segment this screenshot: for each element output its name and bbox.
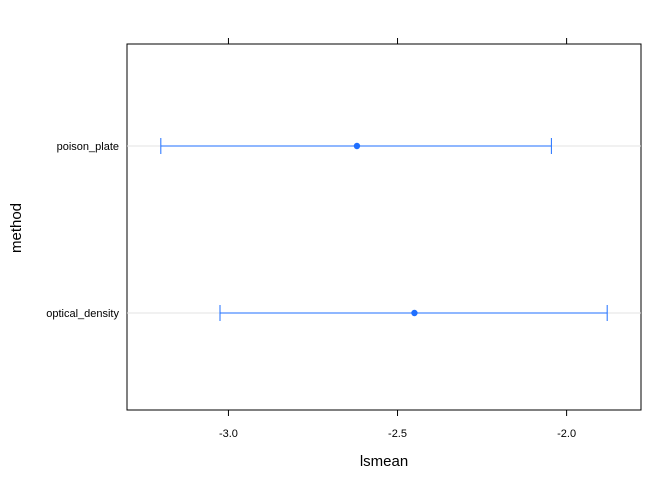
x-tick-label: -3.0 bbox=[219, 428, 238, 440]
category-label: optical_density bbox=[46, 308, 119, 320]
plot-panel bbox=[126, 43, 642, 411]
interval-marks bbox=[160, 138, 608, 321]
x-axis-ticks: -3.0 -2.5 -2.0 bbox=[219, 38, 576, 440]
y-axis-categories: poison_plate optical_density bbox=[46, 141, 119, 320]
estimate-point bbox=[353, 142, 361, 150]
y-axis-title: method bbox=[8, 203, 25, 253]
estimate-point bbox=[411, 309, 418, 317]
grid-lines bbox=[127, 145, 641, 314]
x-tick-label: -2.0 bbox=[557, 428, 576, 440]
x-tick-label: -2.5 bbox=[388, 428, 407, 440]
category-label: poison_plate bbox=[57, 141, 119, 153]
x-axis-title: lsmean bbox=[360, 453, 408, 470]
